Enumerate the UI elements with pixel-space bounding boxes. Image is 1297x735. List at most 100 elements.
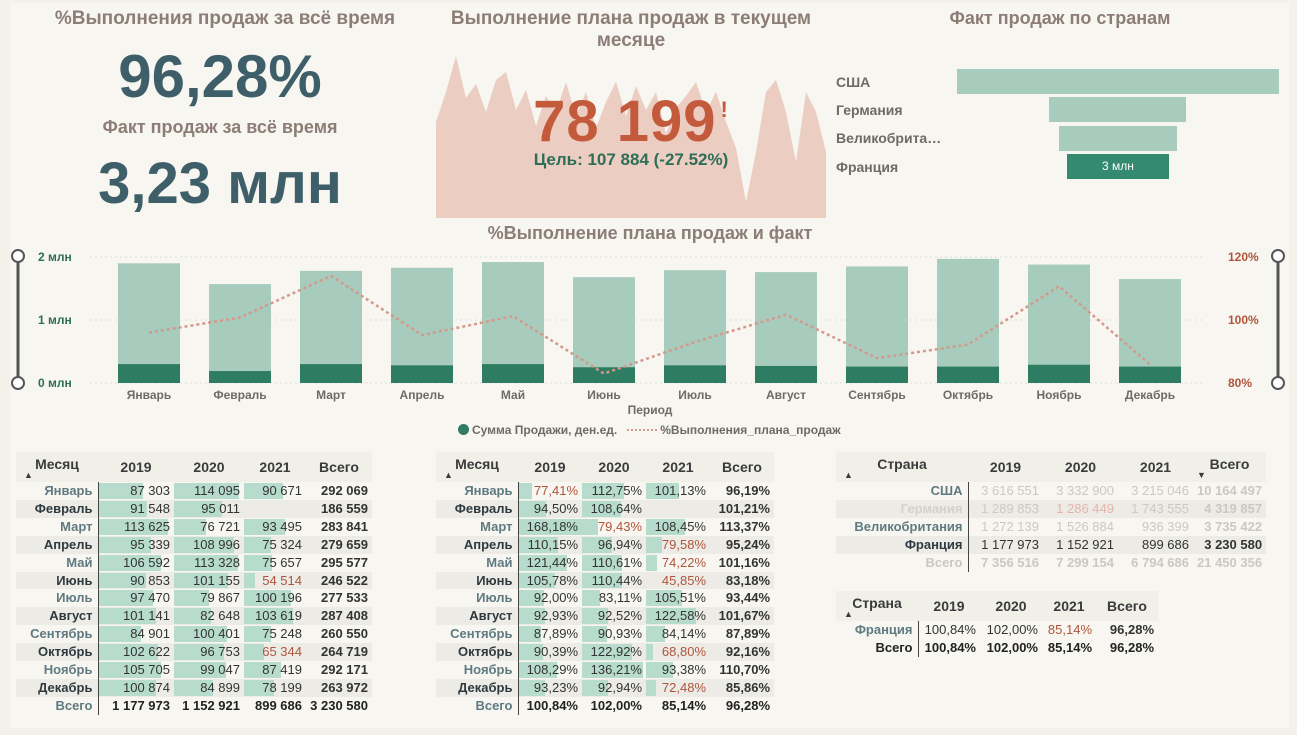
country-bar-germany[interactable] xyxy=(1049,97,1186,122)
table-row[interactable]: Великобритания 1 272 139 1 526 884 936 399 3… xyxy=(836,517,1266,536)
table-row[interactable]: Декабрь 93,23% 92,94% 72,48% 85,86% xyxy=(436,678,774,697)
slider-right-bottom-handle[interactable] xyxy=(1271,376,1285,390)
row-label[interactable]: Франция xyxy=(836,621,919,639)
table-row[interactable]: Германия 1 289 853 1 286 449 1 743 555 4 319… xyxy=(836,499,1267,518)
row-label[interactable]: Июль xyxy=(16,589,99,608)
row-label[interactable]: Май xyxy=(16,553,99,572)
col-header[interactable]: 2020 xyxy=(980,591,1042,621)
country-bar-usa[interactable] xyxy=(957,69,1279,94)
col-header[interactable]: 2021 xyxy=(1118,452,1193,482)
row-label[interactable]: Октябрь xyxy=(436,643,519,662)
country-label-usa[interactable]: США xyxy=(836,74,871,90)
bar-selected-2[interactable] xyxy=(300,364,362,383)
row-label[interactable]: Ноябрь xyxy=(436,661,519,679)
table-row[interactable]: Апрель 95 339 108 996 75 324 279 659 xyxy=(16,535,372,554)
col-header[interactable]: 2019 xyxy=(518,452,582,482)
country-bar-france[interactable]: 3 млн xyxy=(1067,154,1169,179)
table-row[interactable]: Февраль 94,50% 108,64% 101,21% xyxy=(436,499,774,518)
bar-selected-10[interactable] xyxy=(1028,364,1090,383)
table-row[interactable]: Октябрь 102 622 96 753 65 344 264 719 xyxy=(16,643,372,662)
table-row[interactable]: Июль 92,00% 83,11% 105,51% 93,44% xyxy=(436,589,774,608)
col-header[interactable]: Месяц ▲ xyxy=(16,452,98,482)
kpi-month-value[interactable]: 78 199! xyxy=(533,89,729,154)
bar-selected-8[interactable] xyxy=(846,366,908,383)
bar-total-4[interactable] xyxy=(482,262,544,383)
table-row[interactable]: Март 168,18% 79,43% 108,45% 113,37% xyxy=(436,517,774,536)
table-row[interactable]: Июнь 105,78% 110,44% 45,85% 83,18% xyxy=(436,571,774,590)
row-label[interactable]: Январь xyxy=(436,482,519,500)
bar-selected-5[interactable] xyxy=(573,367,635,383)
table-row[interactable]: Ноябрь 108,29% 136,21% 93,38% 110,70% xyxy=(436,661,774,679)
col-header[interactable]: 2021 xyxy=(646,452,710,482)
row-label[interactable]: Май xyxy=(436,553,519,572)
table-row[interactable]: Франция 100,84% 102,00% 85,14% 96,28% xyxy=(836,621,1158,639)
col-header[interactable]: Всего xyxy=(306,452,372,482)
bar-selected-1[interactable] xyxy=(209,371,271,383)
table-row[interactable]: Май 121,44% 110,61% 74,22% 101,16% xyxy=(436,553,774,572)
row-label[interactable]: Великобритания xyxy=(836,517,969,536)
country-label-germany[interactable]: Германия xyxy=(836,102,903,118)
table-row[interactable]: Январь 77,41% 112,75% 101,13% 96,19% xyxy=(436,482,774,500)
table-row[interactable]: Май 106 592 113 328 75 657 295 577 xyxy=(16,553,372,572)
row-label[interactable]: Декабрь xyxy=(436,678,519,697)
row-label[interactable]: Февраль xyxy=(16,499,99,518)
table-row[interactable]: Апрель 110,15% 96,94% 79,58% 95,24% xyxy=(436,535,774,554)
row-label[interactable]: Сентябрь xyxy=(16,625,99,644)
col-header[interactable]: 2020 xyxy=(582,452,646,482)
table-row[interactable]: Июль 97 470 79 867 100 196 277 533 xyxy=(16,589,372,608)
col-header[interactable]: 2019 xyxy=(98,452,174,482)
bar-selected-0[interactable] xyxy=(118,364,180,383)
bar-selected-11[interactable] xyxy=(1119,366,1181,383)
slider-left-top-handle[interactable] xyxy=(11,249,25,263)
row-label[interactable]: Февраль xyxy=(436,499,519,518)
table-row[interactable]: Август 101 141 82 648 103 619 287 408 xyxy=(16,607,372,626)
row-label[interactable]: Август xyxy=(436,607,519,626)
slider-right-top-handle[interactable] xyxy=(1271,249,1285,263)
row-label[interactable]: Август xyxy=(16,607,99,626)
col-header[interactable]: 2021 xyxy=(244,452,306,482)
bar-total-7[interactable] xyxy=(755,272,817,383)
country-label-uk[interactable]: Великобрита… xyxy=(836,130,942,146)
bar-selected-6[interactable] xyxy=(664,365,726,383)
bar-total-3[interactable] xyxy=(391,267,453,383)
table-row[interactable]: Март 113 625 76 721 93 495 283 841 xyxy=(16,517,372,536)
row-label[interactable]: Германия xyxy=(836,499,969,518)
bar-selected-3[interactable] xyxy=(391,365,453,383)
table-row[interactable]: США 3 616 551 3 332 900 3 215 046 10 164 497 xyxy=(836,482,1266,500)
row-label[interactable]: Апрель xyxy=(16,535,99,554)
table-row[interactable]: Декабрь 100 874 84 899 78 199 263 972 xyxy=(16,678,372,697)
table-row[interactable]: Август 92,93% 92,52% 122,58% 101,67% xyxy=(436,607,774,626)
col-header[interactable]: 2019 xyxy=(918,591,980,621)
col-header[interactable]: Страна ▲ xyxy=(836,452,968,482)
row-label[interactable]: Апрель xyxy=(436,535,519,554)
table-row[interactable]: Франция 1 177 973 1 152 921 899 686 3 230 58… xyxy=(836,535,1267,554)
bar-selected-4[interactable] xyxy=(482,364,544,383)
col-header[interactable]: Месяц ▲ xyxy=(436,452,518,482)
bar-total-11[interactable] xyxy=(1119,279,1181,383)
kpi-fact-value[interactable]: 3,23 млн xyxy=(98,151,342,216)
col-header[interactable]: 2019 xyxy=(968,452,1043,482)
bar-total-8[interactable] xyxy=(846,266,908,383)
country-label-france[interactable]: Франция xyxy=(836,159,899,175)
row-label[interactable]: Июнь xyxy=(436,571,519,590)
row-label[interactable]: Июнь xyxy=(16,571,99,590)
bar-selected-9[interactable] xyxy=(937,366,999,383)
kpi-total-percent[interactable]: 96,28% xyxy=(118,43,322,110)
col-header[interactable]: Всего ▼ xyxy=(1193,452,1267,482)
bar-total-6[interactable] xyxy=(664,270,726,383)
table-row[interactable]: Ноябрь 105 705 99 047 87 419 292 171 xyxy=(16,661,372,679)
col-header[interactable]: 2020 xyxy=(174,452,244,482)
slider-left-bottom-handle[interactable] xyxy=(11,376,25,390)
table-row[interactable]: Сентябрь 84 901 100 401 75 248 260 550 xyxy=(16,625,372,644)
row-label[interactable]: Франция xyxy=(836,535,969,554)
table-row[interactable]: Октябрь 90,39% 122,92% 68,80% 92,16% xyxy=(436,643,774,662)
table-row[interactable]: Сентябрь 87,89% 90,93% 84,14% 87,89% xyxy=(436,625,774,644)
bar-total-9[interactable] xyxy=(937,258,999,383)
row-label[interactable]: Ноябрь xyxy=(16,661,99,679)
bar-total-1[interactable] xyxy=(209,284,271,383)
col-header[interactable]: Страна ▲ xyxy=(836,591,918,621)
bar-total-10[interactable] xyxy=(1028,264,1090,383)
country-bar-uk[interactable] xyxy=(1059,126,1177,151)
col-header[interactable]: Всего xyxy=(1096,591,1158,621)
col-header[interactable]: Всего xyxy=(710,452,774,482)
